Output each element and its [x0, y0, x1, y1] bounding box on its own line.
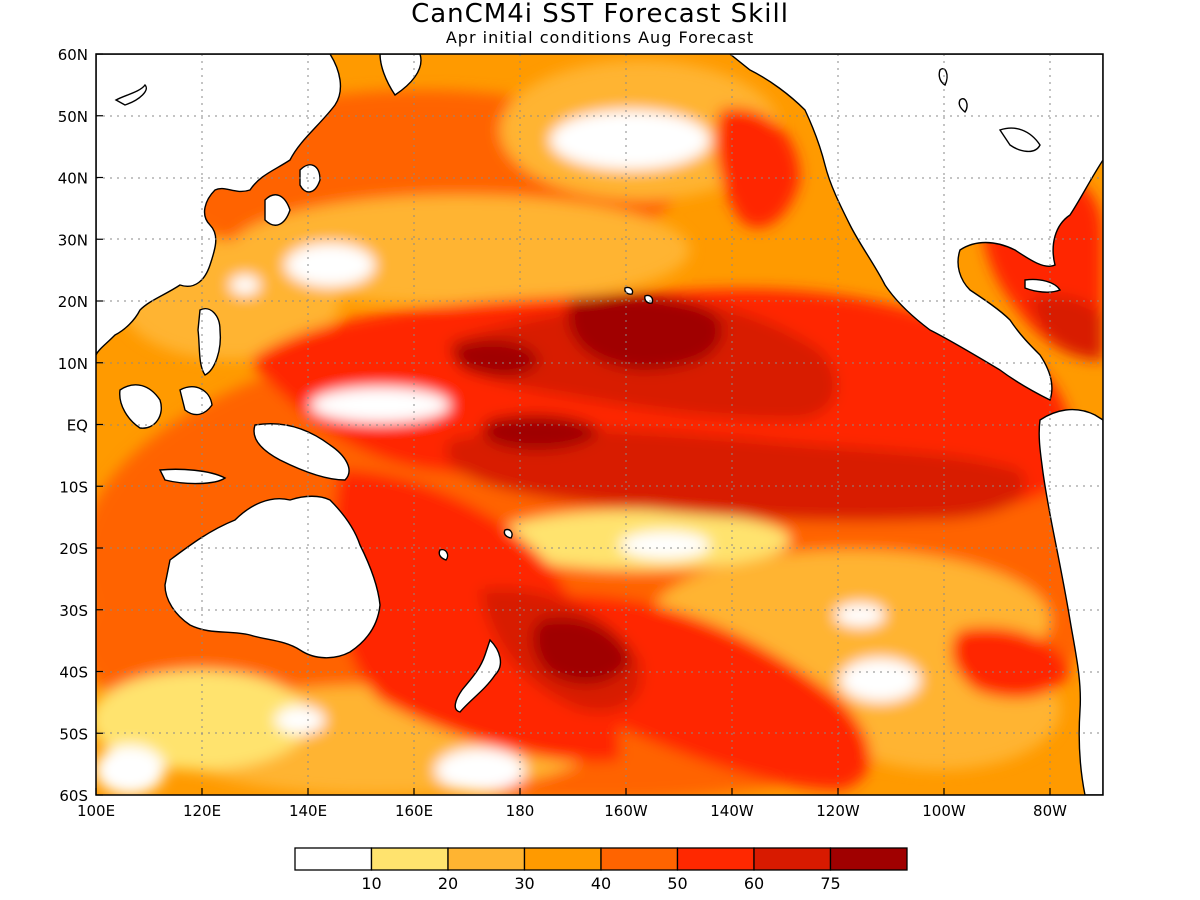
map-title: CanCM4i SST Forecast Skill [411, 0, 789, 29]
lat-tick-label: 40S [59, 664, 88, 682]
landmasses [96, 54, 1103, 795]
kamchatka-landmass [379, 54, 422, 96]
fiji-island [438, 548, 449, 561]
lat-tick-label: 40N [58, 170, 88, 188]
colorbar-swatch [523, 847, 602, 871]
longitude-axis: 100E 120E 140E 160E 180 160W 140W 120W 100W 80W [77, 788, 1067, 820]
colorbar-label: 30 [514, 874, 534, 893]
colorbar-label: 60 [744, 874, 764, 893]
lon-tick-label: 140E [289, 802, 327, 820]
lat-tick-label: 10N [58, 355, 88, 373]
lon-tick-label: 120W [816, 802, 860, 820]
grid-lines [96, 54, 1103, 795]
lon-tick-label: 80W [1033, 802, 1067, 820]
sulawesi-landmass [179, 386, 213, 416]
colorbar: 10 20 30 40 50 60 75 [294, 847, 908, 893]
colorbar-label: 10 [361, 874, 381, 893]
great-lakes-outline [998, 127, 1041, 153]
java-landmass [158, 468, 227, 485]
new-guinea-landmass [253, 423, 350, 481]
colorbar-swatch [600, 847, 679, 871]
lon-tick-label: 180 [506, 802, 535, 820]
lat-tick-label: 30S [59, 602, 88, 620]
map-subtitle: Apr initial conditions Aug Forecast [445, 28, 755, 47]
colorbar-swatch [370, 847, 449, 871]
island-fragment [958, 98, 968, 114]
colorbar-label: 20 [438, 874, 458, 893]
lat-tick-label: EQ [67, 417, 88, 435]
colorbar-swatch [753, 847, 832, 871]
lon-tick-label: 100E [77, 802, 115, 820]
lon-tick-label: 140W [710, 802, 754, 820]
colorbar-label: 50 [667, 874, 687, 893]
vanuatu-island [503, 528, 513, 539]
hokkaido-landmass [299, 164, 321, 193]
island-fragment [114, 83, 147, 106]
south-america-landmass [1038, 408, 1103, 795]
colorbar-swatch [447, 847, 526, 871]
asia-landmass [96, 54, 342, 356]
hawaii-island [644, 294, 654, 304]
lon-tick-label: 100W [922, 802, 966, 820]
lat-tick-label: 50S [59, 725, 88, 743]
lat-tick-label: 20S [59, 540, 88, 558]
lat-tick-label: 50N [58, 108, 88, 126]
australia-landmass [164, 495, 381, 659]
hawaii-island [624, 286, 634, 295]
new-zealand-landmass [454, 638, 502, 713]
colorbar-label: 75 [820, 874, 840, 893]
colorbar-swatch [676, 847, 755, 871]
borneo-landmass [119, 384, 162, 429]
philippines-landmass [197, 308, 222, 376]
latitude-axis: 60N 50N 40N 30N 20N 10N EQ 10S 20S 30S 40S 50S 60S [58, 46, 103, 805]
lat-tick-label: 60N [58, 46, 88, 64]
lon-tick-label: 160E [395, 802, 433, 820]
lat-tick-label: 10S [59, 478, 88, 496]
colorbar-swatch [829, 847, 908, 871]
lon-tick-label: 120E [183, 802, 221, 820]
cuba-landmass [1024, 278, 1062, 293]
colorbar-label: 40 [591, 874, 611, 893]
lat-tick-label: 20N [58, 293, 88, 311]
colorbar-swatch [294, 847, 373, 871]
japan-landmass [264, 194, 291, 226]
lon-tick-label: 160W [604, 802, 648, 820]
lat-tick-label: 30N [58, 231, 88, 249]
lat-tick-label: 60S [59, 787, 88, 805]
